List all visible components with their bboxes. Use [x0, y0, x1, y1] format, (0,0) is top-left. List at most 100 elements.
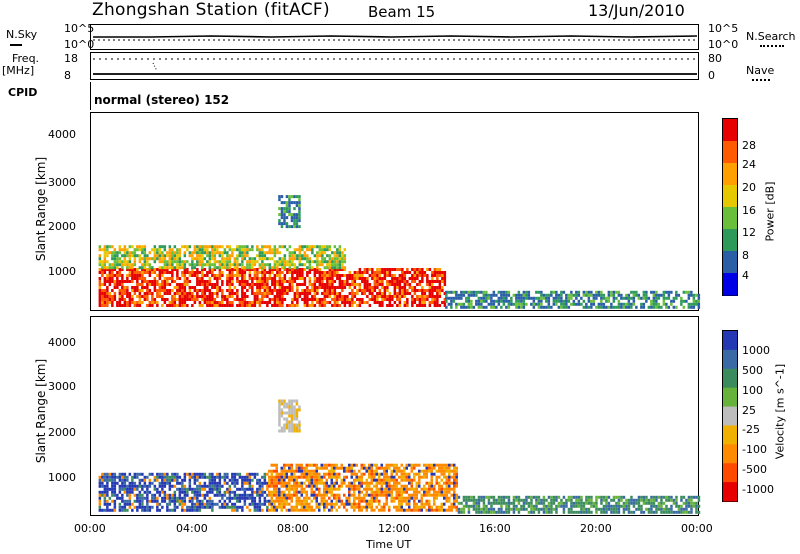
heatmap-cell	[288, 469, 291, 473]
heatmap-cell	[450, 299, 453, 303]
heatmap-cell	[570, 495, 573, 499]
heatmap-cell	[285, 484, 288, 488]
heatmap-cell	[111, 490, 114, 494]
heatmap-cell	[141, 289, 144, 292]
heatmap-cell	[482, 498, 486, 502]
heatmap-cell	[198, 254, 202, 258]
heatmap-cell	[98, 505, 102, 509]
heatmap-cell	[338, 487, 341, 491]
heatmap-cell	[98, 289, 102, 292]
heatmap-cell	[208, 263, 212, 267]
heatmap-cell	[283, 490, 286, 494]
heatmap-cell	[365, 493, 368, 497]
heatmap-cell	[328, 463, 331, 467]
heatmap-cell	[231, 472, 234, 476]
heatmap-cell	[228, 245, 232, 249]
heatmap-cell	[326, 280, 329, 283]
heatmap-cell	[408, 499, 411, 503]
heatmap-cell	[138, 493, 142, 497]
heatmap-cell	[360, 466, 363, 470]
heatmap-cell	[630, 305, 633, 309]
heatmap-cell	[213, 257, 217, 261]
heatmap-cell	[191, 271, 194, 274]
heatmap-cell	[401, 268, 404, 271]
heatmap-cell	[248, 502, 252, 506]
heatmap-cell	[323, 304, 327, 307]
heatmap-cell	[223, 251, 227, 255]
heatmap-cell	[435, 496, 438, 500]
heatmap-cell	[525, 296, 528, 300]
heatmap-cell	[138, 484, 142, 488]
heatmap-cell	[642, 501, 646, 505]
heatmap-cell	[221, 257, 224, 261]
heatmap-cell	[196, 298, 199, 301]
heatmap-cell	[680, 299, 683, 303]
heatmap-cell	[321, 260, 324, 264]
heatmap-cell	[423, 469, 426, 473]
heatmap-cell	[285, 472, 288, 476]
heatmap-cell	[310, 463, 313, 467]
heatmap-cell	[285, 222, 289, 226]
heatmap-cell	[440, 466, 443, 470]
heatmap-cell	[241, 245, 244, 249]
heatmap-cell	[358, 277, 362, 280]
heatmap-cell	[477, 299, 481, 303]
heatmap-cell	[308, 478, 311, 482]
heatmap-cell	[333, 295, 337, 298]
heatmap-cell	[290, 426, 294, 430]
heatmap-cell	[196, 251, 199, 255]
heatmap-cell	[550, 290, 553, 294]
heatmap-cell	[482, 495, 486, 499]
heatmap-cell	[283, 254, 287, 258]
heatmap-cell	[370, 466, 373, 470]
heatmap-cell	[602, 293, 606, 297]
heatmap-cell	[231, 268, 234, 271]
heatmap-cell	[161, 478, 164, 482]
heatmap-cell	[223, 304, 227, 307]
heatmap-cell	[385, 481, 388, 485]
heatmap-cell	[530, 296, 533, 300]
heatmap-cell	[278, 417, 281, 421]
heatmap-cell	[376, 301, 379, 304]
heatmap-cell	[338, 274, 342, 277]
power-colorbar-swatch	[723, 229, 737, 252]
heatmap-cell	[370, 493, 373, 497]
heatmap-cell	[356, 304, 359, 307]
heatmap-cell	[98, 490, 102, 494]
heatmap-cell	[567, 510, 571, 514]
heatmap-cell	[296, 254, 299, 258]
heatmap-cell	[276, 263, 279, 267]
heatmap-cell	[627, 296, 631, 300]
heatmap-cell	[455, 496, 458, 500]
heatmap-cell	[173, 280, 177, 283]
heatmap-cell	[421, 268, 424, 271]
heatmap-cell	[273, 268, 277, 271]
heatmap-cell	[418, 274, 422, 277]
heatmap-cell	[323, 301, 327, 304]
heatmap-cell	[181, 289, 184, 292]
heatmap-cell	[388, 466, 391, 470]
heatmap-cell	[497, 296, 501, 300]
heatmap-cell	[231, 502, 234, 506]
heatmap-cell	[308, 496, 311, 500]
heatmap-cell	[280, 408, 284, 412]
heatmap-cell	[428, 487, 431, 491]
heatmap-cell	[356, 298, 359, 301]
heatmap-cell	[380, 508, 383, 512]
heatmap-cell	[403, 490, 406, 494]
heatmap-cell	[198, 301, 202, 304]
heatmap-cell	[156, 490, 159, 494]
heatmap-cell	[218, 472, 222, 476]
heatmap-cell	[622, 510, 626, 514]
heatmap-cell	[233, 274, 237, 277]
heatmap-cell	[610, 305, 613, 309]
heatmap-cell	[191, 274, 194, 277]
heatmap-cell	[288, 420, 291, 424]
heatmap-cell	[341, 280, 344, 283]
heatmap-cell	[285, 411, 289, 415]
heatmap-cell	[158, 484, 162, 488]
heatmap-cell	[358, 496, 361, 500]
heatmap-cell	[126, 475, 129, 479]
heatmap-cell	[161, 280, 164, 283]
heatmap-cell	[433, 484, 436, 488]
